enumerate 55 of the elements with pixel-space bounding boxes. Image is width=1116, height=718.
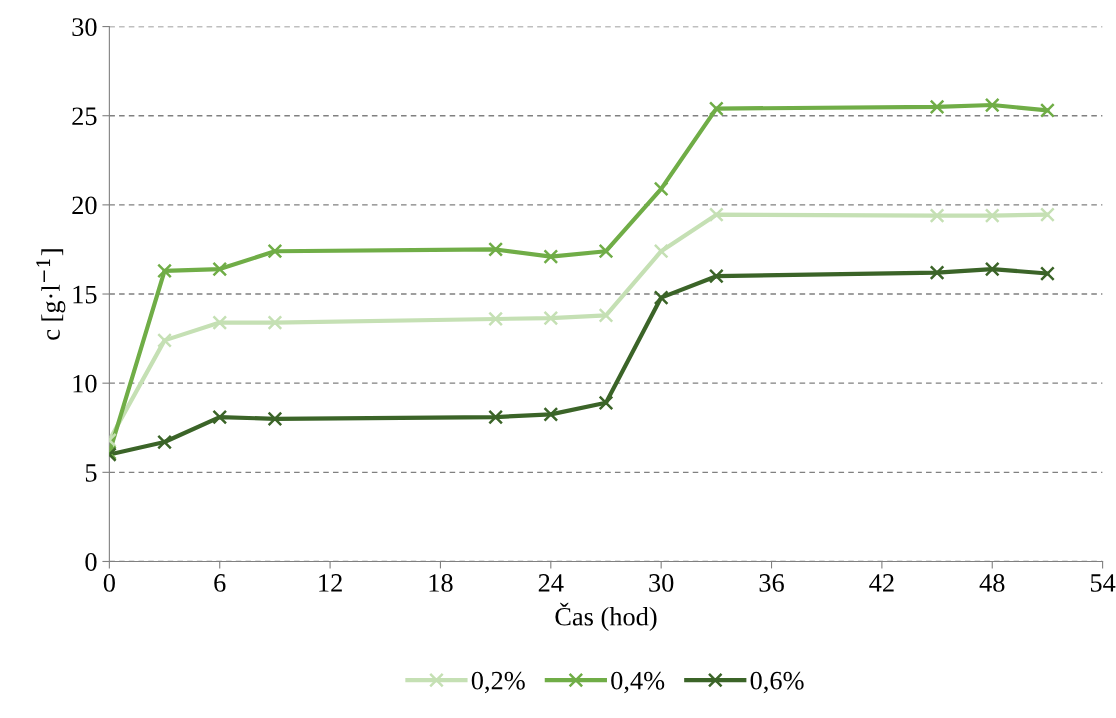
- point: [708, 101, 724, 117]
- point: [929, 265, 945, 281]
- y-tick-label: 20: [72, 196, 97, 215]
- point: [488, 241, 504, 257]
- x-tick-label: 18: [429, 574, 453, 592]
- point: [1039, 266, 1055, 282]
- x-tick-label: 36: [759, 574, 784, 592]
- point: [212, 261, 228, 277]
- legend-label: 0,4%: [611, 671, 665, 694]
- point: [543, 249, 559, 265]
- y-tick-label: 15: [73, 285, 97, 304]
- point: [598, 243, 614, 259]
- legend-label: 0,2%: [471, 671, 525, 694]
- point: [543, 310, 559, 326]
- x-tick-label: 30: [649, 574, 674, 592]
- point: [653, 243, 669, 259]
- point: [708, 268, 724, 284]
- x-axis-title: Čas (hod): [555, 602, 657, 631]
- point: [653, 290, 669, 306]
- x-tick-label: 12: [319, 574, 342, 592]
- x-tick-label: 6: [214, 574, 226, 592]
- point: [984, 97, 1000, 113]
- point: [488, 409, 504, 425]
- x-tick-label: 24: [538, 574, 564, 592]
- point: [488, 311, 504, 327]
- point: [212, 315, 228, 331]
- point: [267, 411, 283, 427]
- point: [157, 263, 173, 279]
- y-tick-label: 10: [73, 374, 97, 393]
- y-tick-label: 30: [72, 18, 97, 36]
- x-tick-label: 54: [1090, 574, 1116, 592]
- point: [984, 261, 1000, 277]
- point: [1039, 207, 1055, 223]
- x-tick-label: 0: [103, 574, 115, 592]
- x-tick-label: 48: [979, 574, 1005, 592]
- point: [267, 243, 283, 259]
- point: [929, 99, 945, 115]
- y-tick-label: 5: [85, 464, 97, 482]
- point: [157, 332, 173, 348]
- point: [543, 406, 559, 422]
- point: [157, 434, 173, 450]
- point: [1039, 102, 1055, 118]
- point: [708, 207, 724, 223]
- point: [598, 307, 614, 323]
- point: [212, 409, 228, 425]
- point: [267, 315, 283, 331]
- y-tick-label: 25: [72, 107, 97, 126]
- x-tick-label: 42: [869, 574, 894, 592]
- y-axis-title: c [g·l$^{−1}$]: [36, 249, 66, 340]
- legend-label: 0,6%: [750, 671, 804, 694]
- point: [984, 208, 1000, 224]
- point: [929, 208, 945, 224]
- y-tick-label: 0: [85, 553, 97, 571]
- point: [598, 395, 614, 411]
- point: [653, 181, 669, 197]
